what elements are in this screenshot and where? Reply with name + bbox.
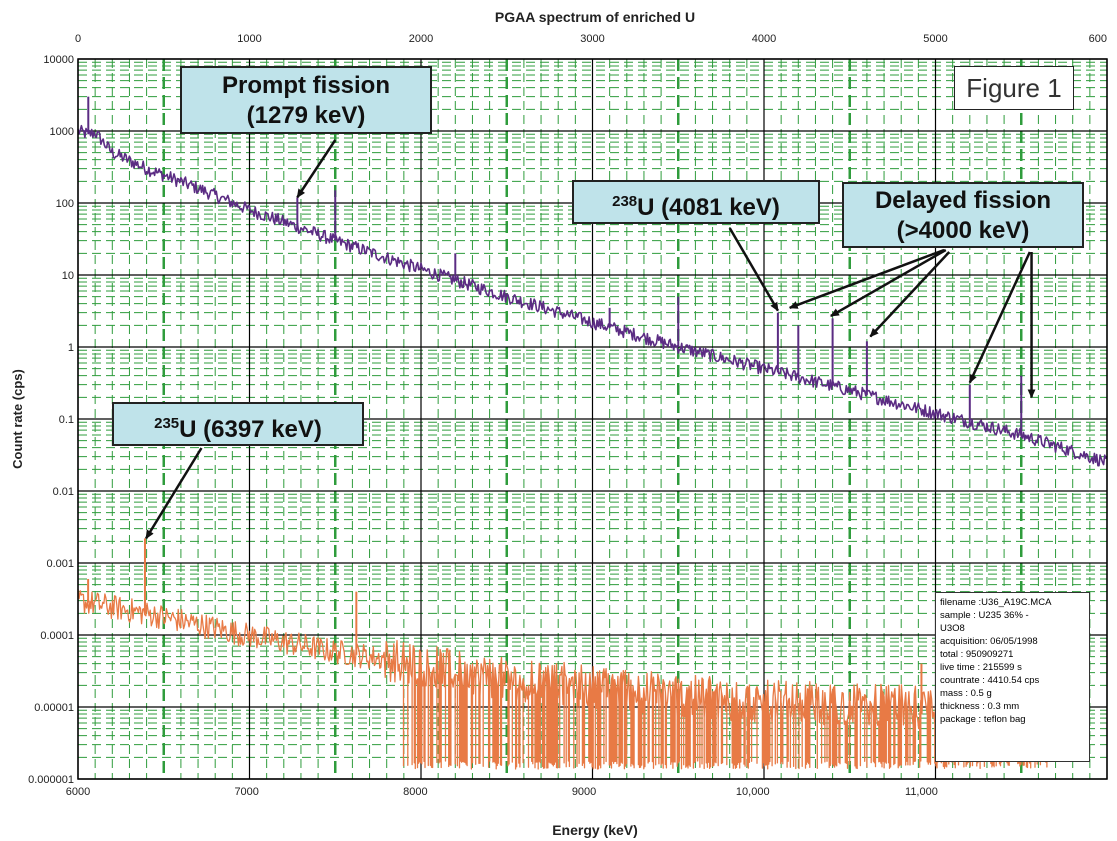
y-tick-label: 0.01 — [53, 486, 74, 498]
x-top-tick-label: 0 — [75, 33, 81, 45]
y-tick-label: 0.0001 — [40, 630, 74, 642]
x-bottom-tick-label: 10,000 — [736, 786, 770, 798]
prompt-fission-line2: (1279 keV) — [246, 102, 366, 129]
y-axis-label: Count rate (cps) — [10, 369, 25, 469]
u238-label: U (4081 keV) — [637, 194, 780, 221]
info-row: live time : 215599 s — [940, 662, 1022, 673]
annotation-arrows — [145, 139, 1036, 540]
delayed-fission-callout: Delayed fission (>4000 keV) — [842, 182, 1084, 248]
annotation-arrow — [968, 251, 1031, 384]
y-tick-label: 0.00001 — [34, 702, 74, 714]
info-row: filename :U36_A19C.MCA — [940, 597, 1052, 608]
y-tick-label: 100 — [56, 198, 74, 210]
x-top-tick-label: 600 — [1089, 33, 1107, 45]
x-axis-label: Energy (keV) — [552, 822, 638, 838]
delayed-fission-line2: (>4000 keV) — [896, 217, 1030, 244]
plot-frame — [77, 58, 1108, 780]
x-top-tick-label: 4000 — [752, 33, 776, 45]
x-bottom-tick-label: 6000 — [66, 786, 90, 798]
y-tick-label: 0.1 — [59, 414, 74, 426]
delayed-fission-line1: Delayed fission — [874, 187, 1052, 214]
annotation-arrow — [296, 139, 337, 199]
y-tick-label: 0.001 — [46, 558, 74, 570]
annotation-arrow — [869, 251, 951, 338]
prompt-fission-line1: Prompt fission — [221, 72, 390, 99]
y-tick-label: 1000 — [50, 126, 74, 138]
x-top-tick-label: 1000 — [237, 33, 261, 45]
x-bottom-tick-label: 8000 — [403, 786, 427, 798]
chart-title: PGAA spectrum of enriched U — [495, 9, 695, 25]
info-row: U3O8 — [940, 623, 965, 634]
y-tick-label: 10 — [62, 270, 74, 282]
x-bottom-tick-label: 9000 — [572, 786, 596, 798]
u238-mass-number: 238 — [612, 193, 638, 210]
annotation-arrow — [145, 447, 203, 540]
y-tick-label: 10000 — [43, 54, 74, 66]
u238-callout: 238U (4081 keV) — [572, 180, 820, 224]
x-top-tick-label: 2000 — [409, 33, 433, 45]
y-tick-label: 0.000001 — [28, 774, 74, 786]
axis-ticks: 1000010001001010.10.010.0010.00010.00001… — [28, 33, 1107, 798]
u235-label: U (6397 keV) — [179, 416, 322, 443]
annotation-arrow — [728, 227, 779, 312]
x-top-tick-label: 5000 — [923, 33, 947, 45]
figure-label: Figure 1 — [954, 66, 1074, 110]
info-row: package : teflon bag — [940, 714, 1026, 725]
x-bottom-tick-label: 7000 — [234, 786, 258, 798]
annotation-arrow — [830, 248, 947, 318]
info-row: thickness : 0.3 mm — [940, 701, 1020, 712]
prompt-fission-callout: Prompt fission (1279 keV) — [180, 66, 432, 134]
info-row: sample : U235 36% - — [940, 610, 1029, 621]
info-row: mass : 0.5 g — [940, 688, 992, 699]
info-row: countrate : 4410.54 cps — [940, 675, 1040, 686]
x-bottom-tick-label: 11,000 — [905, 786, 938, 798]
annotation-arrow — [788, 248, 945, 309]
u235-callout: 235U (6397 keV) — [112, 402, 364, 446]
y-tick-label: 1 — [68, 342, 74, 354]
x-top-tick-label: 3000 — [580, 33, 604, 45]
series-layer — [77, 96, 1108, 770]
spectrum-series-1 — [77, 124, 1108, 467]
info-row: acquisition: 06/05/1998 — [940, 636, 1038, 647]
u235-mass-number: 235 — [154, 415, 180, 432]
spectrum-series-2 — [77, 589, 1049, 770]
info-row: total : 950909271 — [940, 649, 1014, 660]
